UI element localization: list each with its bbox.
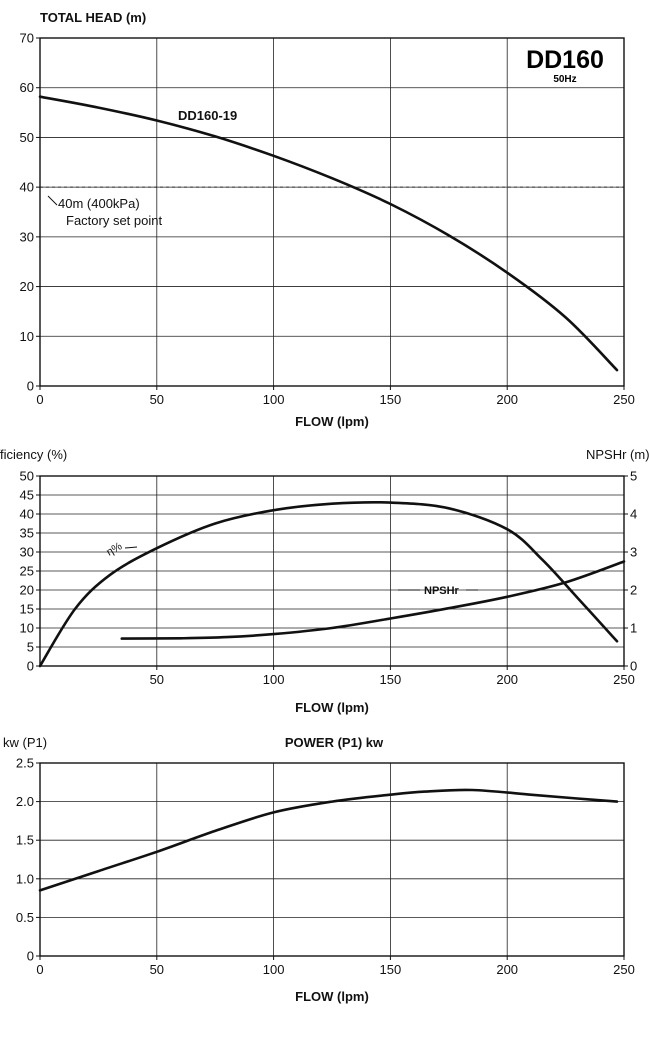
y-tick-label: 45 [20,488,34,503]
head-chart-grid [39,37,625,387]
y-tick-label: 5 [27,640,34,655]
right-y-tick-label: 1 [630,621,637,636]
x-tick-label: 150 [380,392,402,407]
right-y-tick-label: 0 [630,659,637,674]
efficiency-axis-label: Efficiency (%) [0,447,67,462]
eta-series-label: η% [105,540,125,558]
y-tick-label: 1.5 [16,833,34,848]
x-tick-label: 50 [150,392,164,407]
y-tick-label: 20 [20,279,34,294]
x-tick-label: 0 [36,392,43,407]
x-tick-label: 150 [380,962,402,977]
y-tick-label: 25 [20,564,34,579]
right-y-tick-label: 3 [630,545,637,560]
eta-label-leader [124,546,138,549]
y-tick-label: 30 [20,545,34,560]
y-tick-label: 50 [20,469,34,484]
right-y-tick-label: 5 [630,469,637,484]
head-chart-frame [39,37,625,387]
right-y-tick-label: 4 [630,507,637,522]
y-tick-label: 40 [20,507,34,522]
head-chart: TOTAL HEAD (m) 0 50 100 150 200 250 0 10 20 30 40 5… [20,10,635,429]
x-tick-label: 250 [613,392,635,407]
power-chart-xlabel: FLOW (lpm) [295,989,369,1004]
x-tick-label: 250 [613,962,635,977]
power-chart-grid [39,762,625,957]
x-tick-label: 100 [263,392,285,407]
series-curve-npshr [120,560,626,640]
y-tick-label: 0.5 [16,910,34,925]
head-chart-curves [38,95,624,372]
head-chart-xlabel: FLOW (lpm) [295,414,369,429]
power-chart-title: POWER (P1) kw [285,735,384,750]
y-tick-label: 30 [20,229,34,244]
efficiency-chart-frame [39,475,625,667]
y-tick-label: 0 [27,949,34,964]
x-tick-label: 250 [613,672,635,687]
npshr-axis-label: NPSHr (m) [586,447,649,462]
x-tick-label: 50 [150,962,164,977]
power-chart-curves [38,788,619,892]
model-badge-title: DD160 [526,46,604,74]
y-tick-label: 60 [20,80,34,95]
y-tick-label: 0 [27,379,34,394]
x-tick-label: 100 [263,672,285,687]
y-tick-label: 70 [20,31,34,46]
set-point-label-line2: Factory set point [66,213,162,228]
y-tick-label: 10 [20,621,34,636]
y-tick-label: 35 [20,526,34,541]
npshr-series-label: NPSHr [424,585,460,597]
y-tick-label: 1.0 [16,871,34,886]
efficiency-chart: Efficiency (%) NPSHr (m) 501001502002500… [0,447,649,715]
x-tick-label: 100 [263,962,285,977]
efficiency-chart-curves [38,500,626,668]
y-tick-label: 2.5 [16,756,34,771]
x-tick-label: 50 [150,672,164,687]
y-tick-label: 50 [20,130,34,145]
head-chart-title: TOTAL HEAD (m) [40,10,146,25]
efficiency-chart-xlabel: FLOW (lpm) [295,700,369,715]
power-axis-label: kw (P1) [3,735,47,750]
series-curve-power [38,788,619,892]
y-tick-label: 0 [27,659,34,674]
x-tick-label: 0 [36,962,43,977]
y-tick-label: 10 [20,329,34,344]
x-tick-label: 200 [496,962,518,977]
right-y-tick-label: 2 [630,583,637,598]
y-tick-label: 20 [20,583,34,598]
series-curve-- [38,500,619,668]
head-chart-ticks: 0 50 100 150 200 250 0 10 20 30 40 50 60 70 [20,31,635,408]
set-point-arrow [47,195,58,206]
x-tick-label: 200 [496,392,518,407]
y-tick-label: 2.0 [16,794,34,809]
y-tick-label: 40 [20,180,34,195]
power-chart-frame [39,762,625,957]
x-tick-label: 150 [380,672,402,687]
model-badge-subtitle: 50Hz [553,74,576,85]
set-point-label-line1: 40m (400kPa) [58,196,140,211]
series-label-dd160-19: DD160-19 [178,108,237,123]
series-curve-dd160-19 [38,95,619,372]
y-tick-label: 15 [20,602,34,617]
power-chart-ticks: 0 50 100 150 200 250 0 0.5 1.0 1.5 2.0 2.5 [16,756,635,978]
x-tick-label: 200 [496,672,518,687]
power-chart: kw (P1) POWER (P1) kw 0 50 100 150 200 250 0 0.… [3,735,635,1004]
